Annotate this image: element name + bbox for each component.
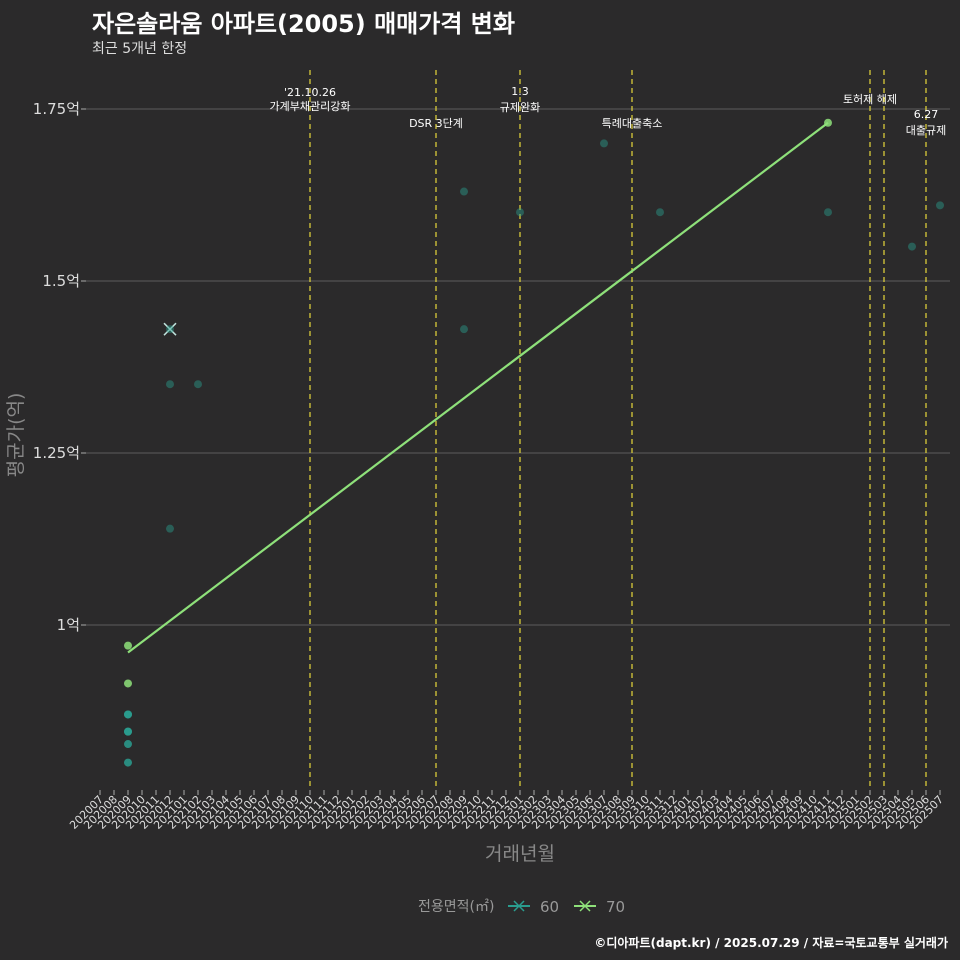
event-label: 1.3: [511, 85, 529, 98]
y-tick-label: 1억: [57, 616, 80, 634]
data-points: [124, 118, 944, 767]
trend-layer: [127, 121, 829, 654]
y-tick-label: 1.75억: [33, 100, 80, 118]
y-tick-label: 1.5억: [42, 272, 80, 290]
data-point: [124, 679, 132, 688]
data-point: [124, 740, 132, 749]
legend-label: 70: [606, 898, 625, 916]
grid-layer: [86, 108, 950, 626]
axis-layer: 1억1.25억1.5억1.75억평균가(억)거래년월20200720200820…: [5, 100, 946, 865]
data-point: [124, 641, 132, 650]
event-label: 토허제 해제: [843, 92, 897, 106]
data-point: [908, 242, 916, 251]
y-tick-label: 1.25억: [33, 444, 80, 462]
event-label: 가계부채관리강화: [270, 100, 351, 113]
source-caption: ©디아파트(dapt.kr) / 2025.07.29 / 자료=국토교통부 실…: [594, 936, 948, 950]
data-point: [124, 710, 132, 719]
data-point-x: [163, 322, 177, 336]
data-point: [600, 139, 608, 148]
legend-swatch: [579, 900, 591, 912]
event-label: '21.10.26: [284, 86, 336, 99]
data-point: [824, 208, 832, 217]
x-axis-label: 거래년월: [485, 843, 555, 865]
y-axis-label: 평균가(억): [5, 393, 27, 478]
event-label: DSR 3단계: [409, 117, 463, 130]
data-point: [166, 524, 174, 533]
data-point: [460, 325, 468, 334]
chart-subtitle: 최근 5개년 한정: [92, 41, 188, 57]
legend: 전용면적(㎡) 60 70: [418, 898, 625, 916]
data-point: [124, 727, 132, 736]
data-point: [516, 208, 524, 217]
trend-line: [127, 121, 829, 654]
data-point: [460, 187, 468, 196]
data-point: [936, 201, 944, 210]
data-point: [124, 758, 132, 767]
event-label: 대출규제: [906, 124, 946, 137]
data-point: [656, 208, 664, 217]
data-point: [194, 380, 202, 389]
event-label: 규제완화: [500, 101, 540, 114]
data-point: [166, 380, 174, 389]
chart-title: 자은솔라움 아파트(2005) 매매가격 변화: [92, 10, 515, 38]
legend-label: 60: [540, 898, 559, 916]
event-label: 6.27: [914, 108, 939, 121]
data-point: [166, 325, 174, 334]
legend-swatch: [513, 900, 525, 912]
legend-title: 전용면적(㎡): [418, 899, 494, 915]
event-label: 특례대출축소: [602, 117, 663, 130]
